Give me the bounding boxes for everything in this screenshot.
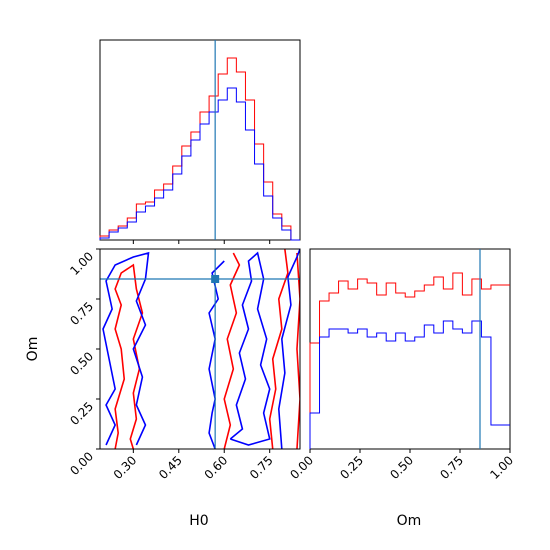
joint-ytick-label: 0.00 (67, 449, 96, 478)
truth-marker (211, 275, 220, 283)
om-marginal-xtick-label: 0.75 (437, 453, 466, 482)
contour-line-red (114, 263, 144, 449)
joint-ytick-label: 0.25 (67, 399, 96, 428)
axis-label-layer: H0 Om Om (25, 337, 421, 529)
joint-ytick-label: 0.50 (67, 349, 96, 378)
om-marginal-xtick-label: 0.25 (337, 453, 366, 482)
joint-xtick-label: 0.75 (247, 453, 276, 482)
h0-marginal-frame (99, 39, 301, 241)
x-axis-label-h0: H0 (189, 513, 208, 529)
om-marginal-xtick-label: 0.50 (387, 453, 416, 482)
om-histogram-blue (309, 320, 510, 449)
h0-marginal-panel (99, 39, 301, 244)
y-axis-label-om: Om (25, 337, 41, 362)
joint-ytick-label: 1.00 (67, 249, 96, 278)
h0-histogram-blue (99, 87, 300, 241)
x-axis-label-om: Om (397, 513, 422, 529)
joint-xtick-label: 0.45 (156, 453, 185, 482)
contour-line-blue (277, 249, 300, 449)
h0-histogram-red (99, 57, 300, 241)
om-marginal-xtick-label: 0.00 (287, 453, 316, 482)
om-histogram-red (309, 272, 510, 449)
joint-xtick-label: 0.30 (111, 453, 140, 482)
contour-line-blue (102, 251, 150, 446)
joint-contour-panel: 0.30 0.45 0.60 0.75 0.00 0.25 0.50 0.75 1.00 (67, 248, 301, 482)
contour-line-blue (208, 260, 225, 449)
contour-line-red (296, 252, 300, 449)
om-marginal-panel: 0.00 0.25 0.50 0.75 1.00 (287, 248, 516, 482)
joint-xtick-label: 0.60 (202, 453, 231, 482)
contour-line-red (268, 249, 289, 449)
contour-line-blue (229, 251, 271, 446)
om-marginal-xtick-label: 1.00 (487, 453, 516, 482)
contour-line-red (223, 252, 241, 449)
joint-ytick-label: 0.75 (67, 299, 96, 328)
